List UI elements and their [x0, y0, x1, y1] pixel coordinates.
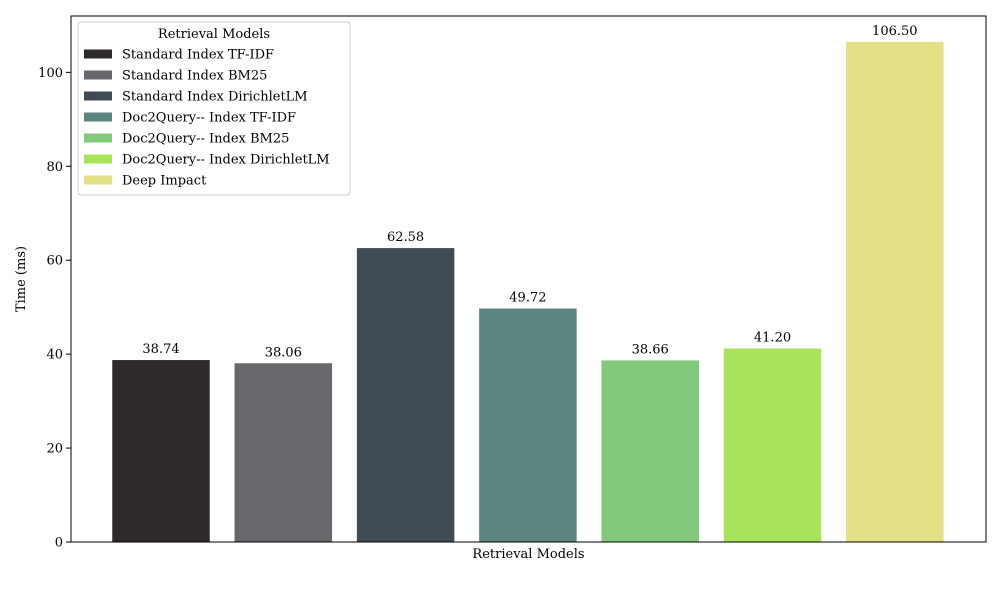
y-tick-label-5: 100: [38, 66, 63, 81]
bar-1: [234, 363, 333, 542]
legend: Retrieval Models Standard Index TF-IDFSt…: [77, 21, 351, 196]
bar-value-label-2: 62.58: [387, 230, 424, 245]
bar-2: [356, 248, 455, 542]
bar-5: [723, 348, 822, 542]
legend-title: Retrieval Models: [158, 27, 270, 42]
value-labels-layer: 38.74 38.06 62.58 49.72 38.66 41.20 106.50: [142, 24, 917, 360]
y-tick-label-2: 40: [46, 348, 63, 363]
legend-swatch-0: [84, 49, 112, 59]
legend-swatch-6: [84, 175, 112, 185]
legend-swatch-1: [84, 70, 112, 80]
bar-value-label-6: 106.50: [872, 24, 918, 39]
plot-frame: [70, 15, 987, 543]
bar-3: [479, 308, 577, 542]
legend-items: Standard Index TF-IDF Standard Index BM25…: [84, 48, 330, 189]
legend-label-4: Doc2Query-- Index BM25: [122, 132, 289, 147]
legend-swatch-2: [84, 91, 112, 101]
bar-value-label-4: 38.66: [632, 342, 669, 357]
legend-swatch-5: [84, 154, 112, 164]
bar-value-label-0: 38.74: [142, 342, 179, 357]
bar-6: [846, 41, 944, 543]
y-tick-label-0: 0: [55, 536, 63, 551]
legend-label-1: Standard Index BM25: [122, 69, 267, 84]
y-tick-label-4: 80: [46, 160, 63, 175]
legend-label-3: Doc2Query-- Index TF-IDF: [122, 111, 296, 126]
legend-label-0: Standard Index TF-IDF: [122, 48, 274, 63]
y-axis-label: Time (ms): [14, 246, 29, 312]
bar-value-label-3: 49.72: [509, 290, 546, 305]
legend-label-2: Standard Index DirichletLM: [122, 90, 308, 105]
x-axis-label: Retrieval Models: [472, 547, 584, 562]
y-axis: 0 20 40 60 80 100: [38, 66, 71, 551]
legend-swatch-3: [84, 112, 112, 122]
legend-label-5: Doc2Query-- Index DirichletLM: [122, 153, 330, 168]
legend-swatch-4: [84, 133, 112, 143]
bar-0: [112, 360, 210, 542]
legend-box: [77, 21, 351, 196]
bars-layer: [112, 41, 944, 543]
bar-value-label-5: 41.20: [754, 331, 791, 346]
y-tick-label-1: 20: [46, 442, 63, 457]
y-tick-label-3: 60: [46, 254, 63, 269]
bar-4: [601, 360, 699, 542]
legend-label-6: Deep Impact: [122, 174, 207, 189]
bar-value-label-1: 38.06: [265, 345, 302, 360]
